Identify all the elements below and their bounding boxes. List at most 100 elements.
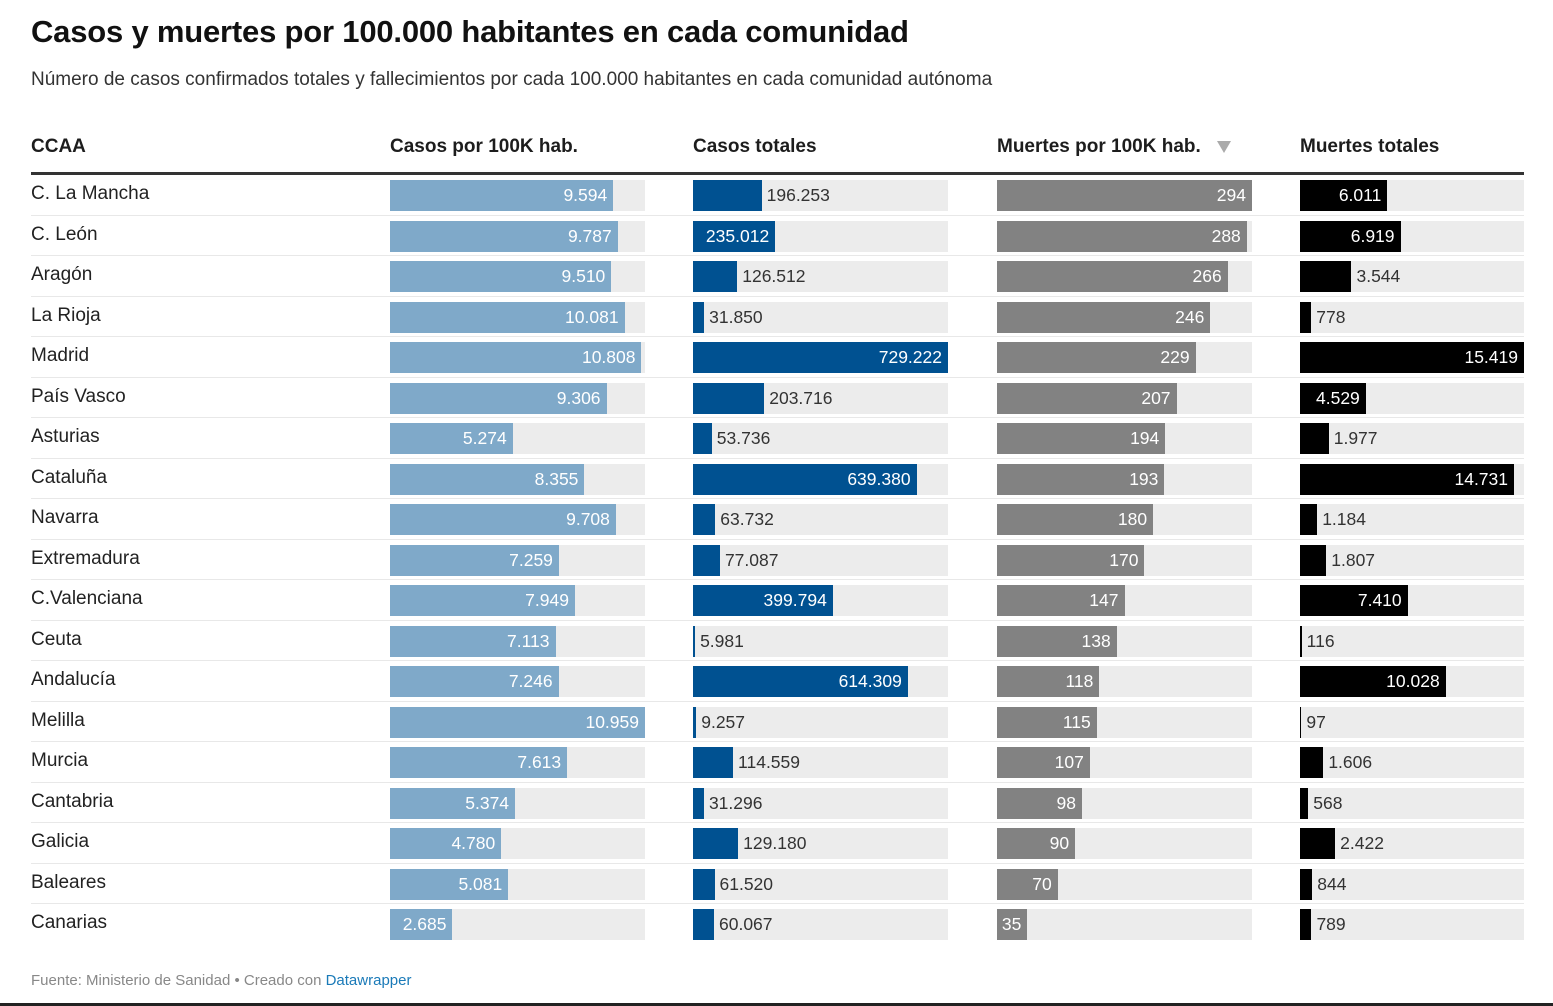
muertes-100k-bar: [997, 909, 1028, 940]
muertes-100k-bar: [997, 585, 1125, 616]
muertes-totales-bar: [1300, 504, 1318, 535]
ccaa-name: La Rioja: [31, 304, 101, 326]
muertes-100k-value: 246: [1175, 306, 1205, 327]
muertes-100k-bar: [997, 787, 1082, 819]
casos-100k-bar: [390, 909, 453, 940]
muertes-totales-cell: 10.028: [1300, 666, 1524, 697]
table-row: C.Valenciana 7.949 399.794 147 7.410: [31, 580, 1524, 621]
muertes-100k-cell: 294: [997, 180, 1252, 211]
muertes-totales-value: 1.977: [1333, 428, 1378, 448]
muertes-totales-bar: [1300, 261, 1352, 292]
casos-100k-value: 7.113: [507, 630, 550, 651]
muertes-100k-bar: [997, 342, 1196, 373]
ccaa-name: Andalucía: [31, 669, 116, 690]
table-row: Cataluña 8.355 639.380 193 14.731: [31, 459, 1524, 499]
muertes-totales-value: 1.606: [1328, 752, 1373, 772]
casos-100k-bar: [390, 423, 513, 454]
muertes-totales-cell: 6.919: [1300, 220, 1524, 252]
ccaa-name: Navarra: [31, 507, 99, 528]
casos-totales-bar: [693, 868, 715, 900]
casos-totales-bar: [693, 544, 720, 576]
casos-100k-cell: 5.081: [390, 868, 645, 900]
muertes-100k-bar: [997, 828, 1076, 859]
casos-totales-value: 639.380: [847, 468, 911, 489]
casos-100k-bar: [390, 666, 559, 697]
column-header-muertes-totales[interactable]: Muertes totales: [1300, 136, 1440, 157]
casos-100k-value: 5.081: [458, 873, 503, 894]
casos-100k-bar: [390, 382, 607, 414]
muertes-totales-cell: 97: [1300, 706, 1524, 738]
casos-totales-cell: 5.981: [693, 625, 948, 657]
casos-totales-value: 399.794: [763, 590, 827, 610]
table-row: Cantabria 5.374 31.296 98 568: [31, 783, 1524, 823]
casos-totales-cell: 114.559: [693, 747, 948, 778]
casos-totales-value: 126.512: [742, 266, 806, 286]
muertes-totales-value: 1.184: [1322, 509, 1366, 529]
muertes-totales-value: 97: [1306, 711, 1326, 732]
casos-totales-value: 60.067: [719, 914, 773, 934]
casos-100k-cell: 7.259: [390, 544, 645, 576]
casos-100k-bar: [390, 585, 575, 616]
casos-100k-value: 2.685: [402, 914, 447, 934]
casos-totales-value: 196.253: [766, 185, 830, 205]
casos-totales-bar: [693, 909, 714, 940]
muertes-totales-cell: 778: [1300, 301, 1524, 333]
casos-100k-cell: 9.594: [390, 180, 645, 211]
muertes-100k-cell: 266: [997, 261, 1252, 292]
muertes-100k-bar: [997, 504, 1154, 535]
muertes-totales-bar: [1300, 666, 1446, 697]
datawrapper-link[interactable]: Datawrapper: [325, 972, 412, 989]
casos-100k-value: 9.708: [566, 509, 610, 529]
casos-totales-value: 63.732: [720, 509, 774, 529]
casos-totales-cell: 63.732: [693, 504, 948, 535]
muertes-100k-value: 98: [1056, 792, 1076, 813]
muertes-totales-bar: [1300, 463, 1514, 495]
casos-100k-value: 4.780: [451, 833, 496, 853]
column-header-ccaa[interactable]: CCAA: [31, 136, 86, 157]
casos-totales-cell: 729.222: [693, 342, 948, 373]
footer: Fuente: Ministerio de Sanidad • Creado c…: [31, 972, 411, 989]
muertes-totales-cell: 789: [1300, 909, 1524, 940]
ccaa-name: C. León: [31, 223, 98, 245]
sort-descending-icon[interactable]: [1216, 140, 1231, 153]
casos-totales-value: 53.736: [716, 428, 771, 448]
casos-100k-cell: 9.306: [390, 382, 645, 414]
muertes-100k-bar: [997, 180, 1252, 211]
casos-totales-bar: [693, 706, 697, 738]
casos-totales-cell: 61.520: [693, 868, 948, 900]
muertes-100k-cell: 246: [997, 301, 1252, 333]
table-row: Ceuta 7.113 5.981 138 116: [31, 621, 1524, 661]
casos-100k-cell: 7.113: [390, 625, 645, 657]
muertes-totales-value: 789: [1316, 914, 1346, 934]
muertes-100k-value: 115: [1062, 711, 1091, 732]
casos-100k-cell: 10.808: [390, 342, 645, 373]
muertes-totales-value: 2.422: [1340, 833, 1384, 853]
muertes-totales-cell: 1.807: [1300, 544, 1524, 576]
table-row: Murcia 7.613 114.559 107 1.606: [31, 742, 1524, 783]
column-header-casos-totales[interactable]: Casos totales: [693, 136, 817, 157]
column-header-casos-100k[interactable]: Casos por 100K hab.: [390, 136, 578, 157]
casos-100k-bar: [390, 544, 559, 576]
muertes-100k-value: 229: [1160, 347, 1190, 367]
muertes-totales-cell: 6.011: [1300, 180, 1524, 211]
muertes-totales-bar: [1300, 220, 1401, 252]
muertes-totales-cell: 4.529: [1300, 382, 1524, 414]
casos-totales-value: 9.257: [701, 711, 746, 732]
muertes-totales-bar: [1300, 423, 1329, 454]
column-header-muertes-100k[interactable]: Muertes por 100K hab.: [997, 136, 1231, 158]
casos-100k-bar: [390, 625, 556, 657]
casos-100k-cell: 10.081: [390, 301, 645, 333]
table-row: C. La Mancha 9.594 196.253 294 6.011: [31, 175, 1524, 216]
muertes-100k-cell: 180: [997, 504, 1252, 535]
casos-100k-bar: [390, 261, 612, 292]
casos-totales-value: 31.296: [708, 792, 763, 813]
muertes-totales-cell: 2.422: [1300, 828, 1524, 859]
table-row: La Rioja 10.081 31.850 246 778: [31, 297, 1524, 337]
casos-totales-bar: [693, 342, 948, 373]
casos-100k-value: 10.959: [585, 711, 639, 732]
muertes-totales-bar: [1300, 585, 1408, 616]
casos-100k-bar: [390, 868, 509, 900]
muertes-100k-bar: [997, 868, 1058, 900]
muertes-100k-value: 118: [1065, 671, 1094, 691]
muertes-100k-cell: 98: [997, 787, 1252, 819]
